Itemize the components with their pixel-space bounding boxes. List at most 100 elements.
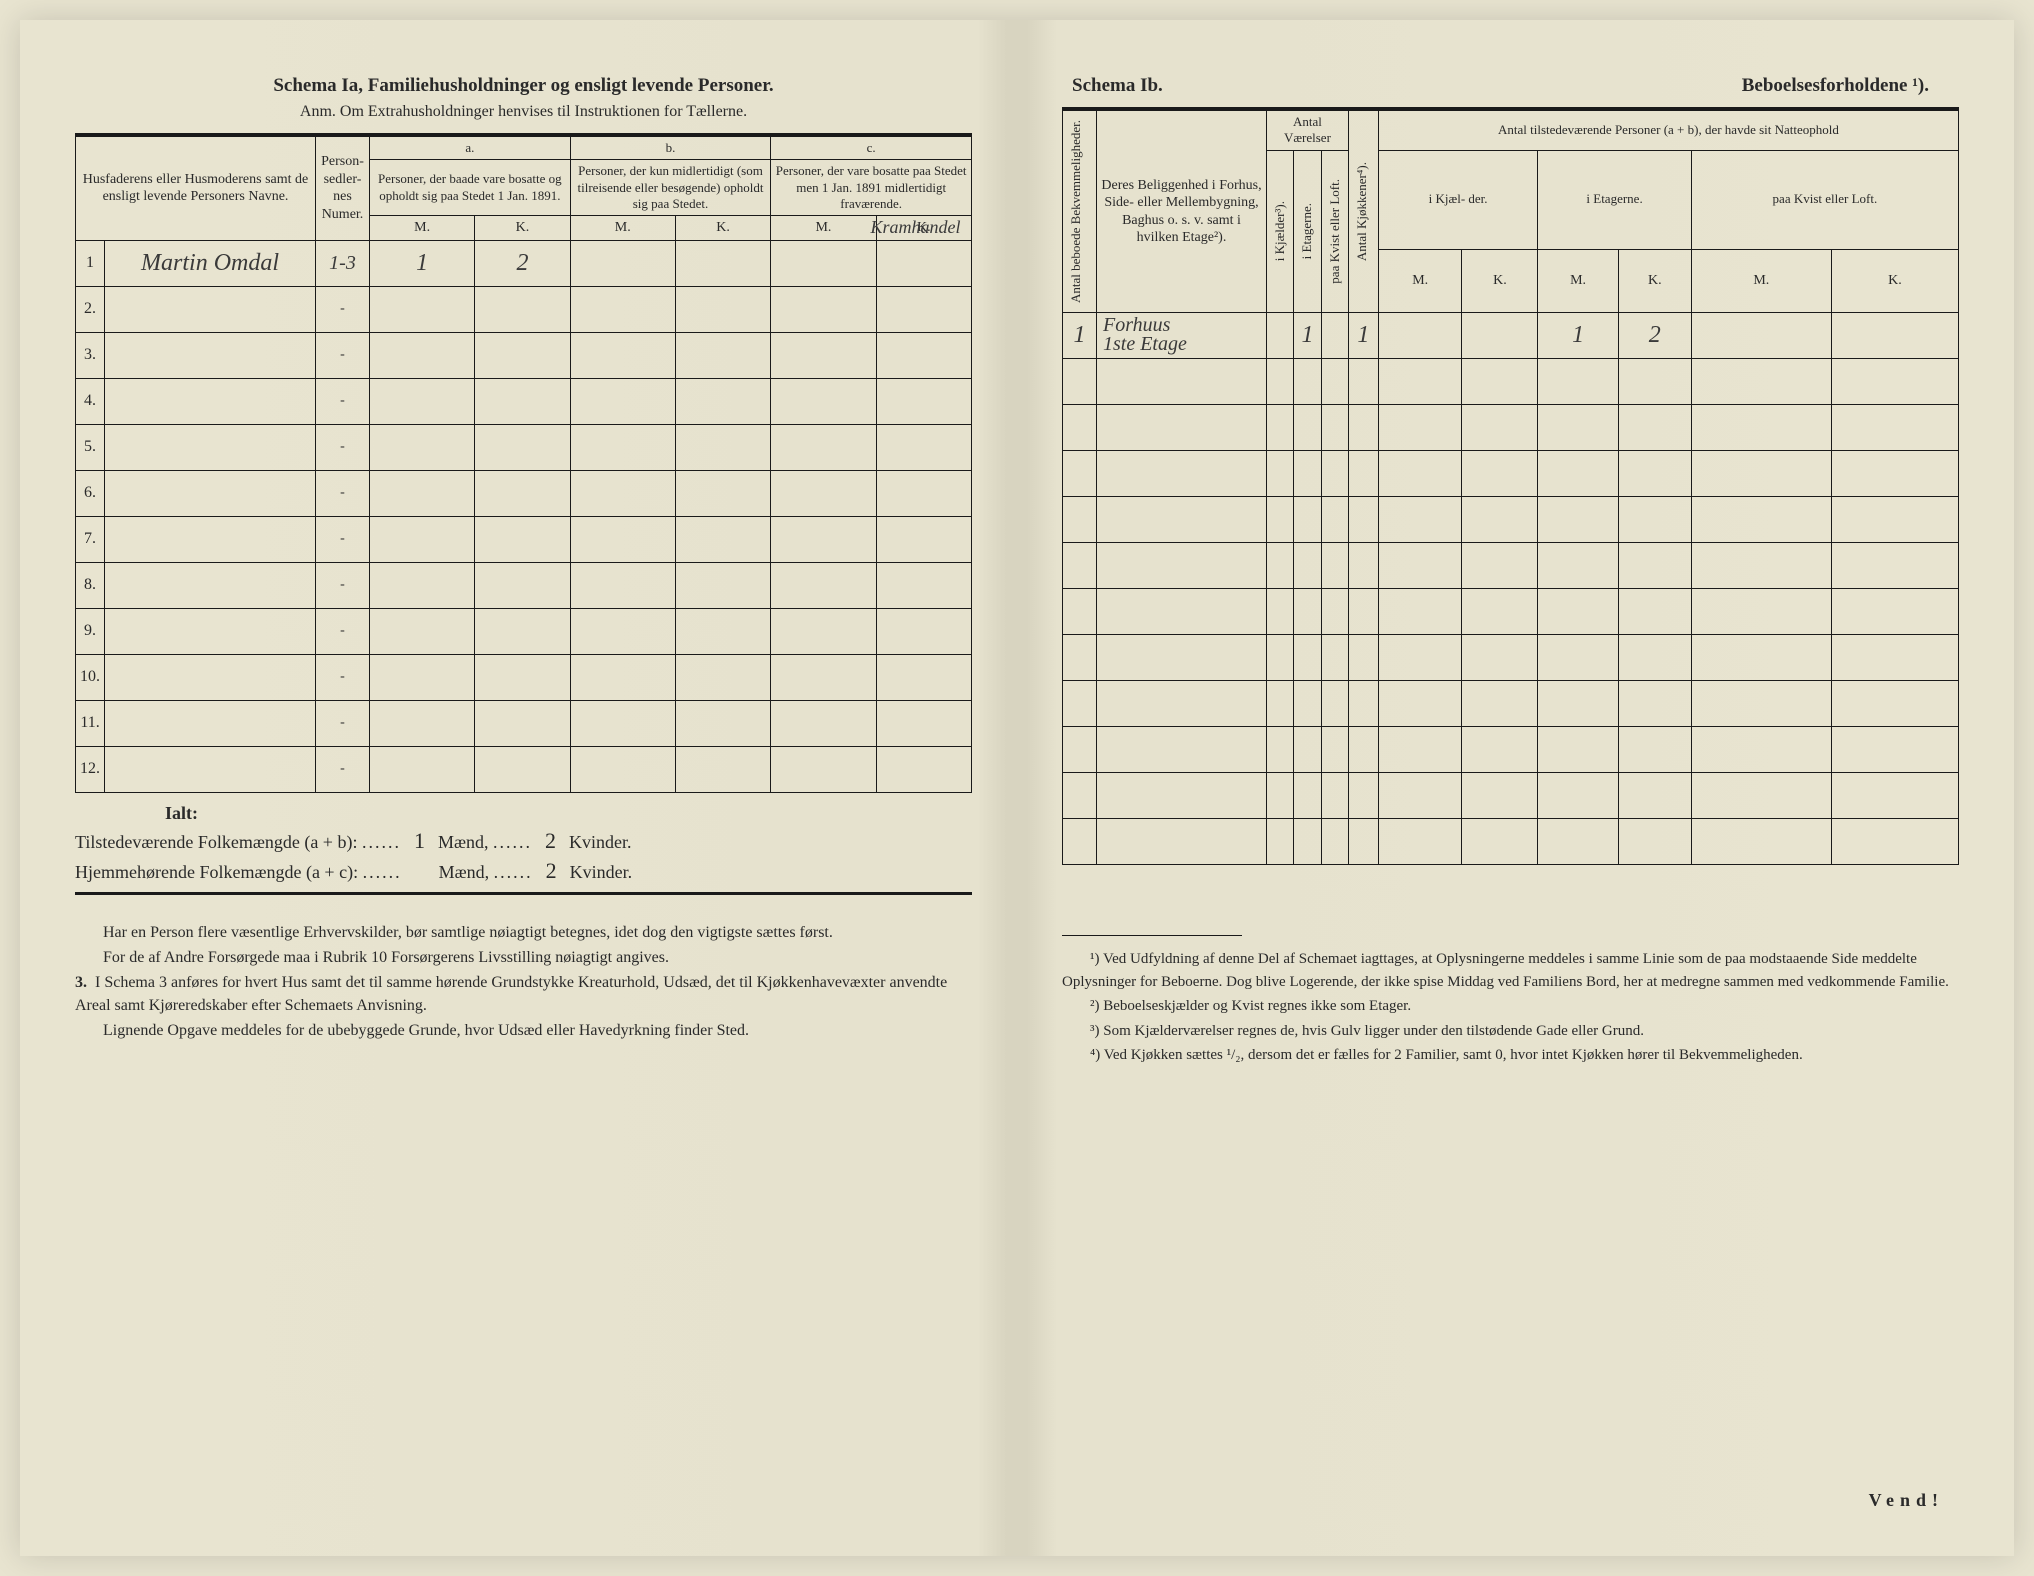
r-ve bbox=[1294, 727, 1321, 773]
row-cK bbox=[876, 562, 971, 608]
summary-line-2: Hjemmehørende Folkemængde (a + c): .....… bbox=[75, 858, 972, 884]
footnote-4: ⁴) Ved Kjøkken sættes ¹/₂, dersom det er… bbox=[1062, 1044, 1959, 1067]
footnotes: ¹) Ved Udfyldning af denne Del af Schema… bbox=[1062, 935, 1959, 1067]
row-cK bbox=[876, 424, 971, 470]
r-kM bbox=[1378, 589, 1462, 635]
r-belig bbox=[1097, 497, 1267, 543]
r-kK bbox=[1462, 819, 1538, 865]
row-aM bbox=[370, 608, 475, 654]
r-belig bbox=[1097, 359, 1267, 405]
footnote-2: ²) Beboelseskjælder og Kvist regnes ikke… bbox=[1062, 995, 1959, 1018]
r-eK bbox=[1618, 359, 1691, 405]
r-vk bbox=[1267, 681, 1294, 727]
r-vkv bbox=[1321, 543, 1348, 589]
r-eM bbox=[1538, 589, 1618, 635]
r-lK bbox=[1831, 589, 1958, 635]
r-kjok bbox=[1348, 451, 1378, 497]
r-antal bbox=[1063, 819, 1097, 865]
row-aM bbox=[370, 332, 475, 378]
body-p3-num: 3. bbox=[75, 971, 95, 994]
r-lK bbox=[1831, 359, 1958, 405]
r-kK bbox=[1462, 497, 1538, 543]
r-belig bbox=[1097, 773, 1267, 819]
hdr-p-etagerne: i Etagerne. bbox=[1538, 150, 1691, 249]
row-aM bbox=[370, 516, 475, 562]
row-cK bbox=[876, 654, 971, 700]
table-row: 1Forhuus1ste Etage1112 bbox=[1063, 313, 1959, 359]
hdr-p-kvist: paa Kvist eller Loft. bbox=[1691, 150, 1958, 249]
r-vk bbox=[1267, 497, 1294, 543]
table-schema-1a: Husfaderens eller Husmoderens samt de en… bbox=[75, 136, 972, 793]
r-lK bbox=[1831, 681, 1958, 727]
r-kjok bbox=[1348, 727, 1378, 773]
row-bK bbox=[675, 562, 770, 608]
r-eM bbox=[1538, 681, 1618, 727]
row-bK bbox=[675, 608, 770, 654]
row-name bbox=[105, 654, 316, 700]
r-kK bbox=[1462, 727, 1538, 773]
r-kjok bbox=[1348, 405, 1378, 451]
sum1-m: 1 bbox=[405, 828, 433, 854]
r-vk bbox=[1267, 589, 1294, 635]
hdr-c-label: c. bbox=[771, 137, 972, 160]
r-kM bbox=[1378, 497, 1462, 543]
row-num: 11. bbox=[76, 700, 105, 746]
hdr-name: Husfaderens eller Husmoderens samt de en… bbox=[76, 137, 316, 241]
r-vkv bbox=[1321, 681, 1348, 727]
row-name bbox=[105, 424, 316, 470]
r-kM bbox=[1378, 313, 1462, 359]
table-row: 12.- bbox=[76, 746, 972, 792]
row-sedler: - bbox=[316, 608, 370, 654]
row-bK bbox=[675, 746, 770, 792]
r-eK bbox=[1618, 405, 1691, 451]
r-antal bbox=[1063, 773, 1097, 819]
hdr-c-text: Personer, der vare bosatte paa Stedet me… bbox=[771, 160, 972, 216]
row-cM bbox=[771, 240, 876, 286]
r-eK bbox=[1618, 451, 1691, 497]
r-vk bbox=[1267, 405, 1294, 451]
schema-1b-title-right: Beboelsesforholdene ¹). bbox=[1742, 75, 1929, 97]
r-kjok bbox=[1348, 497, 1378, 543]
r-vkv bbox=[1321, 359, 1348, 405]
hdr-b-label: b. bbox=[570, 137, 771, 160]
table-row bbox=[1063, 451, 1959, 497]
row-num: 8. bbox=[76, 562, 105, 608]
sum2-k: 2 bbox=[537, 858, 565, 884]
r-kK bbox=[1462, 589, 1538, 635]
row-num: 10. bbox=[76, 654, 105, 700]
r-belig bbox=[1097, 681, 1267, 727]
r-lM bbox=[1691, 451, 1831, 497]
row-cK bbox=[876, 746, 971, 792]
row-bM bbox=[570, 654, 675, 700]
r-vkv bbox=[1321, 451, 1348, 497]
r-belig bbox=[1097, 727, 1267, 773]
table-row: 6.- bbox=[76, 470, 972, 516]
r-kM bbox=[1378, 819, 1462, 865]
row-aM: 1 bbox=[370, 240, 475, 286]
r-eM bbox=[1538, 359, 1618, 405]
table-row bbox=[1063, 681, 1959, 727]
row-cM bbox=[771, 516, 876, 562]
row-bK bbox=[675, 700, 770, 746]
r-kK bbox=[1462, 635, 1538, 681]
row-bM bbox=[570, 424, 675, 470]
row-aM bbox=[370, 424, 475, 470]
row-aM bbox=[370, 562, 475, 608]
r-vkv bbox=[1321, 405, 1348, 451]
r-eK bbox=[1618, 635, 1691, 681]
row-sedler: - bbox=[316, 654, 370, 700]
r-kjok bbox=[1348, 359, 1378, 405]
left-page: Schema Ia, Familiehusholdninger og ensli… bbox=[20, 20, 1017, 1556]
table-row bbox=[1063, 497, 1959, 543]
sum1-maend: Mænd, bbox=[438, 832, 493, 852]
hdr-v-kvist-text: paa Kvist eller Loft. bbox=[1326, 173, 1344, 290]
schema-1a-subtitle: Anm. Om Extrahusholdninger henvises til … bbox=[75, 103, 972, 121]
row-aK bbox=[475, 378, 570, 424]
r-kK bbox=[1462, 405, 1538, 451]
footnote-rule bbox=[1062, 935, 1242, 936]
table-row bbox=[1063, 819, 1959, 865]
r-kjok bbox=[1348, 681, 1378, 727]
row-name bbox=[105, 562, 316, 608]
r-eM bbox=[1538, 727, 1618, 773]
r-vkv bbox=[1321, 727, 1348, 773]
